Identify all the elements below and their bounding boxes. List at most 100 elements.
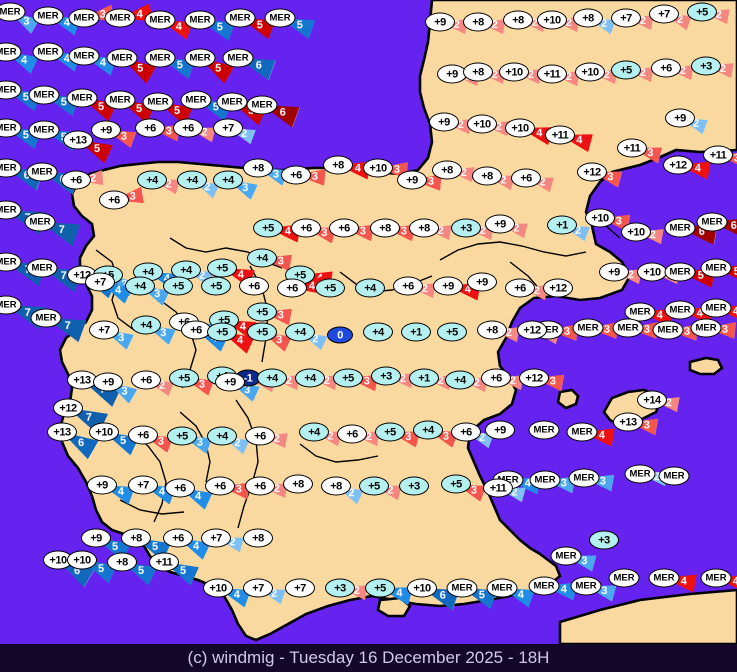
temperature-label[interactable]: +10 [637, 262, 667, 282]
temperature-label[interactable]: +9 [485, 420, 515, 440]
temperature-label[interactable]: +5 [441, 474, 471, 494]
temperature-label[interactable]: +7 [649, 4, 679, 24]
sea-station-label[interactable]: MER [664, 300, 696, 320]
sea-station-label[interactable]: MER [0, 200, 22, 220]
temperature-label[interactable]: +7 [128, 475, 158, 495]
temperature-label[interactable]: +6 [245, 476, 275, 496]
temperature-label[interactable]: +6 [99, 190, 129, 210]
temperature-label[interactable]: +12 [543, 278, 573, 298]
temperature-label[interactable]: +10 [203, 578, 233, 598]
temperature-label[interactable]: +8 [370, 218, 400, 238]
temperature-label[interactable]: +8 [463, 62, 493, 82]
temperature-label[interactable]: +10 [89, 422, 119, 442]
temperature-label[interactable]: +5 [365, 578, 395, 598]
temperature-label[interactable]: +9 [429, 112, 459, 132]
sea-station-label[interactable]: MER [24, 212, 56, 232]
temperature-label[interactable]: +5 [163, 276, 193, 296]
temperature-label[interactable]: +1 [409, 368, 439, 388]
sea-station-label[interactable]: MER [608, 568, 640, 588]
sea-station-label[interactable]: MER [68, 8, 100, 28]
temperature-label[interactable]: +6 [651, 58, 681, 78]
temperature-label[interactable]: +8 [463, 12, 493, 32]
sea-station-label[interactable]: MER [28, 85, 60, 105]
temperature-label[interactable]: +4 [257, 368, 287, 388]
temperature-label[interactable]: +9 [425, 12, 455, 32]
sea-station-label[interactable]: MER [446, 578, 478, 598]
temperature-label[interactable]: +4 [137, 170, 167, 190]
temperature-label[interactable]: +10 [585, 208, 615, 228]
temperature-label[interactable]: +1 [547, 215, 577, 235]
sea-station-label[interactable]: MER [690, 318, 722, 338]
temperature-label[interactable]: +6 [61, 170, 91, 190]
sea-station-label[interactable]: MER [486, 578, 518, 598]
temperature-label[interactable]: +7 [243, 578, 273, 598]
sea-station-label[interactable]: MER [26, 258, 58, 278]
sea-station-label[interactable]: MER [0, 118, 22, 138]
sea-station-label[interactable]: MER [184, 48, 216, 68]
temperature-label[interactable]: +3 [371, 366, 401, 386]
temperature-label[interactable]: +3 [589, 530, 619, 550]
temperature-label[interactable]: +6 [245, 426, 275, 446]
sea-station-label[interactable]: MER [28, 120, 60, 140]
temperature-label[interactable]: +11 [545, 125, 575, 145]
temperature-label[interactable]: +7 [213, 118, 243, 138]
temperature-label[interactable]: +4 [125, 276, 155, 296]
temperature-label[interactable]: +4 [285, 322, 315, 342]
temperature-label[interactable]: +5 [359, 476, 389, 496]
temperature-label[interactable]: +5 [247, 302, 277, 322]
temperature-label[interactable]: +5 [375, 422, 405, 442]
temperature-label[interactable]: +8 [243, 528, 273, 548]
temperature-label[interactable]: +8 [573, 8, 603, 28]
sea-station-label[interactable]: MER [696, 212, 728, 232]
temperature-label[interactable]: +6 [173, 118, 203, 138]
temperature-label[interactable]: +4 [299, 422, 329, 442]
temperature-label[interactable]: +5 [687, 2, 717, 22]
temperature-label[interactable]: +10 [575, 62, 605, 82]
sea-station-label[interactable]: MER [32, 6, 64, 26]
temperature-label[interactable]: +6 [277, 278, 307, 298]
sea-station-label[interactable]: MER [0, 295, 22, 315]
temperature-label[interactable]: +9 [437, 64, 467, 84]
temperature-label[interactable]: +11 [703, 145, 733, 165]
sea-station-label[interactable]: MER [104, 90, 136, 110]
temperature-label[interactable]: +10 [363, 158, 393, 178]
sea-station-label[interactable]: MER [566, 422, 598, 442]
sea-station-label[interactable]: MER [66, 88, 98, 108]
sea-station-label[interactable]: MER [32, 42, 64, 62]
temperature-label[interactable]: +10 [43, 550, 73, 570]
sea-station-label[interactable]: MER [700, 298, 732, 318]
temperature-label[interactable]: +12 [577, 162, 607, 182]
temperature-label[interactable]: +6 [291, 218, 321, 238]
temperature-label[interactable]: +14 [637, 390, 667, 410]
temperature-label[interactable]: +6 [505, 278, 535, 298]
temperature-label[interactable]: +10 [621, 222, 651, 242]
sea-station-label[interactable]: MER [529, 470, 561, 490]
temperature-label[interactable]: +10 [407, 578, 437, 598]
temperature-label[interactable]: +13 [63, 130, 93, 150]
sea-station-label[interactable]: MER [142, 92, 174, 112]
temperature-label[interactable]: +11 [537, 64, 567, 84]
temperature-label[interactable]: +6 [337, 424, 367, 444]
temperature-label[interactable]: +6 [131, 370, 161, 390]
temperature-label[interactable]: +4 [177, 170, 207, 190]
temperature-label[interactable]: +8 [321, 476, 351, 496]
temperature-label[interactable]: +6 [451, 422, 481, 442]
temperature-label[interactable]: +6 [181, 320, 211, 340]
temperature-label[interactable]: +3 [325, 578, 355, 598]
temperature-label[interactable]: +5 [333, 368, 363, 388]
sea-station-label[interactable]: MER [700, 258, 732, 278]
temperature-label[interactable]: +5 [253, 218, 283, 238]
temperature-label[interactable]: +9 [485, 214, 515, 234]
temperature-label[interactable]: +6 [128, 425, 158, 445]
temperature-label[interactable]: +9 [599, 262, 629, 282]
sea-station-label[interactable]: MER [568, 468, 600, 488]
temperature-label[interactable]: +10 [537, 10, 567, 30]
sea-station-label[interactable]: MER [216, 92, 248, 112]
temperature-label[interactable]: +9 [665, 108, 695, 128]
temperature-label[interactable]: +10 [505, 118, 535, 138]
temperature-label[interactable]: +9 [215, 372, 245, 392]
sea-station-label[interactable]: MER [624, 464, 656, 484]
temperature-label[interactable]: +5 [169, 368, 199, 388]
sea-station-label[interactable]: MER [264, 8, 296, 28]
sea-station-label[interactable]: MER [572, 318, 604, 338]
